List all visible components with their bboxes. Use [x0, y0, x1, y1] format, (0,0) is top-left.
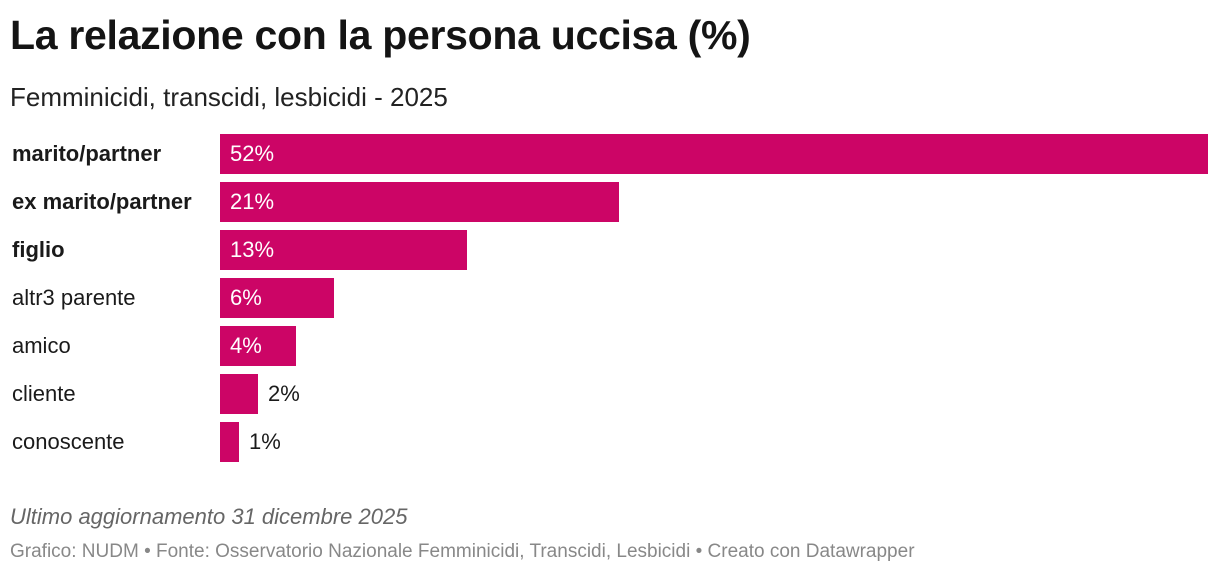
category-label: figlio — [12, 237, 65, 262]
bar — [220, 230, 467, 270]
chart-subtitle: Femminicidi, transcidi, lesbicidi - 2025 — [10, 82, 448, 112]
value-label: 52% — [230, 141, 275, 166]
bar — [220, 182, 619, 222]
bar — [220, 134, 1208, 174]
chart-title: La relazione con la persona uccisa (%) — [10, 12, 751, 58]
category-label: marito/partner — [12, 141, 162, 166]
value-label: 13% — [230, 237, 275, 262]
chart-notes: Ultimo aggiornamento 31 dicembre 2025 — [10, 504, 408, 529]
category-label: amico — [12, 333, 71, 358]
bar — [220, 374, 258, 414]
bar — [220, 278, 334, 318]
chart-footer: Grafico: NUDM • Fonte: Osservatorio Nazi… — [10, 541, 915, 562]
value-label: 2% — [268, 381, 300, 406]
value-label: 4% — [230, 333, 262, 358]
value-label: 6% — [230, 285, 262, 310]
category-label: altr3 parente — [12, 285, 136, 310]
category-label: conoscente — [12, 429, 125, 454]
value-label: 1% — [249, 429, 281, 454]
bar — [220, 422, 239, 462]
bar — [220, 326, 296, 366]
category-label: cliente — [12, 381, 76, 406]
value-label: 21% — [230, 189, 275, 214]
category-label: ex marito/partner — [12, 189, 192, 214]
